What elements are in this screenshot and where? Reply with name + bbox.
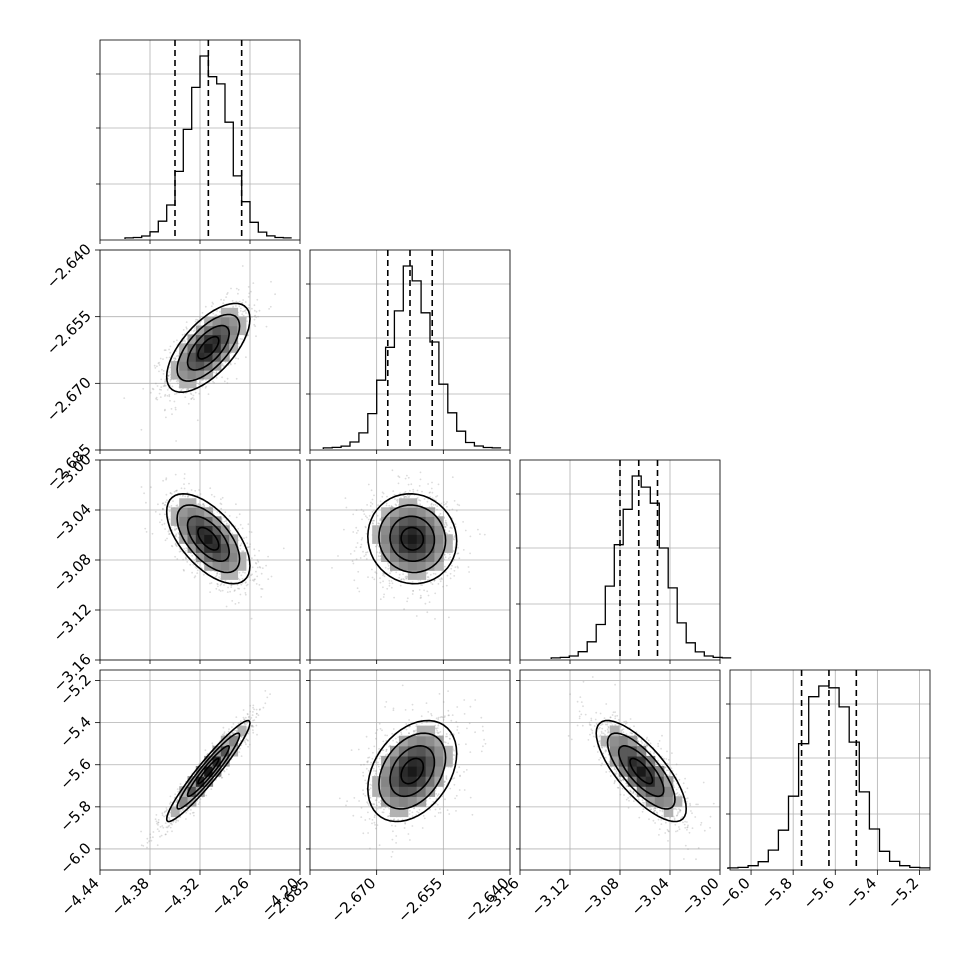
y-tick-label-4-2: −5.8 <box>56 797 94 835</box>
y-tick-label-4-1: −6.0 <box>56 839 94 877</box>
x-tick-label-4-4: −5.4 <box>842 874 880 912</box>
x-tick-label-3-2: −3.12 <box>528 874 573 919</box>
y-axis-2: −2.685−2.670−2.655−2.640 <box>43 240 100 492</box>
contour-2-1-4 <box>165 302 251 394</box>
histogram-panel-2 <box>306 249 511 451</box>
x-tick-label-3-3: −3.08 <box>578 874 623 919</box>
x-tick-label-3-5: −3.00 <box>678 874 723 919</box>
scatter-panel-4-2 <box>309 669 511 871</box>
x-tick-label-1-3: −4.32 <box>158 874 203 919</box>
y-tick-label-2-3: −2.655 <box>43 307 95 359</box>
contour-3-2-1 <box>400 526 425 551</box>
x-tick-label-3-4: −3.04 <box>628 874 673 919</box>
x-tick-label-1-2: −4.38 <box>108 874 153 919</box>
contour-4-3-1 <box>629 757 654 785</box>
contour-3-1-4 <box>165 492 251 585</box>
y-tick-label-2-2: −2.670 <box>43 373 95 425</box>
contour-4-2-3 <box>378 732 447 810</box>
scatter-panel-3-1 <box>99 459 301 661</box>
y-tick-label-3-2: −3.12 <box>50 600 95 645</box>
contour-2-1-2 <box>186 324 231 371</box>
contour-4-3-2 <box>617 745 665 798</box>
contour-4-1-1 <box>197 757 220 785</box>
y-tick-label-4-4: −5.4 <box>56 713 94 751</box>
x-tick-label-2-3: −2.655 <box>394 874 446 926</box>
contour-4-1-2 <box>186 744 231 798</box>
contour-3-1-1 <box>197 526 220 551</box>
x-tick-label-1-4: −4.26 <box>208 874 253 919</box>
contour-3-2-4 <box>366 492 458 585</box>
scatter-panel-4-1 <box>99 669 301 871</box>
histogram-panel-1 <box>96 39 301 241</box>
histogram-step-3 <box>550 475 732 659</box>
x-tick-label-4-5: −5.2 <box>884 874 922 912</box>
histogram-panel-3 <box>516 459 732 661</box>
y-tick-label-3-4: −3.04 <box>50 500 95 545</box>
x-axis-4: −6.0 −5.8 −5.6 −5.4 −5.2 <box>715 870 922 913</box>
y-axis-3: −3.16−3.12−3.08−3.04−3.00 <box>50 450 310 695</box>
contour-4-3-3 <box>606 732 676 810</box>
contour-4-1-4 <box>165 719 251 823</box>
scatter-panel-4-3 <box>519 669 721 871</box>
x-tick-label-4-3: −5.6 <box>800 874 838 912</box>
y-tick-label-4-3: −5.6 <box>56 755 94 793</box>
x-tick-label-2-2: −2.670 <box>328 874 380 926</box>
x-tick-label-4-1: −6.0 <box>715 874 753 912</box>
contour-4-2-4 <box>366 719 458 823</box>
contour-3-2-3 <box>378 504 447 574</box>
y-tick-label-3-3: −3.08 <box>50 550 95 595</box>
contour-3-2-2 <box>389 515 436 562</box>
contour-4-1-3 <box>176 732 241 810</box>
scatter-panel-3-2 <box>309 459 511 661</box>
scatter-panel-2-1 <box>99 249 301 451</box>
histogram-panel-4 <box>726 669 931 871</box>
contour-2-1-3 <box>176 313 241 382</box>
y-tick-label-2-4: −2.640 <box>43 240 95 292</box>
x-tick-label-4-2: −5.8 <box>757 874 795 912</box>
contour-4-2-2 <box>389 744 436 798</box>
contour-4-3-4 <box>595 719 688 823</box>
histogram-step-2 <box>322 265 502 449</box>
y-axis-4: −6.0−5.8−5.6−5.4−5.2 <box>56 671 520 878</box>
x-axis-3: −3.16 −3.12 −3.08 −3.04 −3.00 <box>478 660 723 919</box>
contour-4-2-1 <box>400 757 425 785</box>
x-tick-label-1-1: −4.44 <box>58 874 103 919</box>
contour-3-1-2 <box>186 515 231 563</box>
contour-2-1-1 <box>197 335 220 360</box>
contour-3-1-3 <box>176 504 241 574</box>
